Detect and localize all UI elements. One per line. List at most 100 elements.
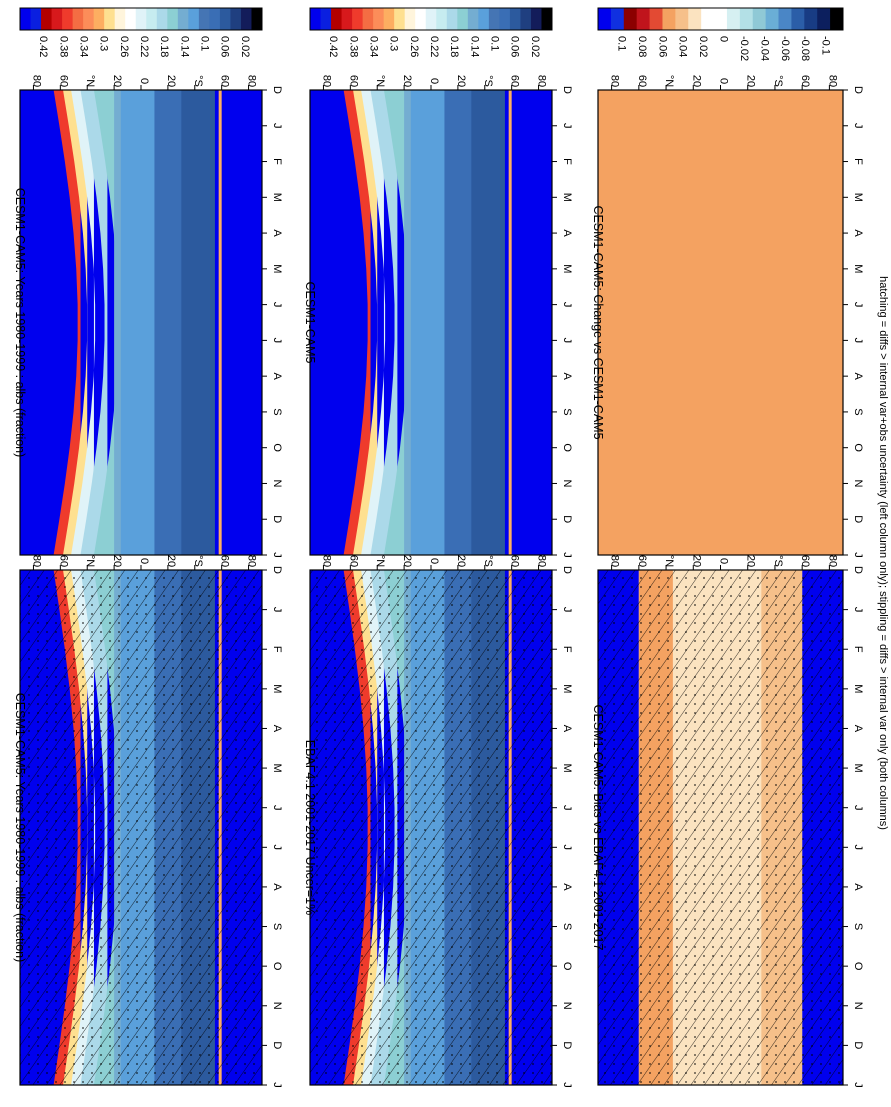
colorbar-cell: [41, 8, 53, 30]
colorbar-cell: [509, 8, 521, 30]
month-label: N: [561, 1002, 573, 1010]
colorbar-cell: [167, 8, 179, 30]
lat-label: 60: [57, 75, 69, 87]
lat-label: 80: [609, 75, 621, 87]
month-label: D: [852, 566, 864, 574]
colorbar-frame: [19, 7, 263, 31]
colorbar-cell: [83, 8, 95, 30]
lat-label: 60: [636, 75, 648, 87]
lat-label: 0: [138, 78, 150, 84]
lat-label: 60: [636, 555, 648, 567]
month-label: F: [271, 158, 283, 165]
lat-label: °N: [663, 75, 675, 87]
month-label: D: [271, 566, 283, 574]
colorbar-cell: [778, 8, 792, 30]
lat-label: 80: [246, 75, 258, 87]
colorbar: 0.42 0.38 0.34 0.3 0.26 0.22 0.18 0.14 0.1 0.06 0.…: [309, 7, 553, 57]
month-label: M: [271, 684, 283, 693]
colorbar-cell: [125, 8, 137, 30]
lat-label: 20: [690, 75, 702, 87]
month-label: M: [561, 264, 573, 273]
month-label: M: [561, 763, 573, 772]
month-label: J: [561, 607, 573, 613]
colorbar-label: 0.14: [178, 36, 190, 57]
lat-label: 80: [609, 555, 621, 567]
colorbar-cell: [520, 8, 532, 30]
month-label: J: [561, 123, 573, 128]
month-label: D: [271, 1041, 283, 1049]
colorbar-label: 0.04: [677, 36, 689, 57]
panel-title: CESM1-CAM5: [303, 282, 317, 364]
colorbar-label: 0.38: [57, 36, 69, 57]
lat-label: 60: [347, 75, 359, 87]
lat-label: 20: [455, 75, 467, 87]
colorbar-cell: [320, 8, 332, 30]
colorbar-cell: [198, 8, 210, 30]
colorbar-label: 0.18: [448, 36, 460, 57]
colorbar-cell: [104, 8, 116, 30]
month-label: N: [271, 479, 283, 487]
colorbar-cell: [478, 8, 490, 30]
colorbar-label: 0.06: [509, 36, 521, 57]
panel-title: EBAF4.1 2001-2017 Uncer=1%: [303, 740, 317, 915]
colorbar-cell: [726, 8, 741, 30]
colorbar-frame: [309, 7, 553, 31]
colorbar-cell: [425, 8, 437, 30]
month-label: M: [561, 193, 573, 202]
colorbar-label: -0.06: [779, 36, 791, 61]
contour-band: [63, 90, 88, 555]
lat-label: 20: [165, 75, 177, 87]
colorbar-cell: [752, 8, 767, 30]
lat-label: 80: [320, 555, 332, 567]
colorbar-label: 0.06: [656, 36, 668, 57]
colorbar-cell: [541, 8, 553, 30]
colorbar-cell: [394, 8, 406, 30]
colorbar-cell: [114, 8, 126, 30]
lat-label: 80: [320, 75, 332, 87]
colorbar-label: 0.26: [408, 36, 420, 57]
month-label: J: [561, 1082, 573, 1088]
colorbar-cell: [219, 8, 231, 30]
contour-band: [343, 90, 371, 555]
colorbar: 0.42 0.38 0.34 0.3 0.26 0.22 0.18 0.14 0.1 0.06 0.…: [19, 7, 263, 57]
colorbar-label: 0.26: [118, 36, 130, 57]
colorbar-label: 0.1: [489, 36, 501, 51]
month-label: M: [852, 264, 864, 273]
month-label: O: [561, 962, 573, 971]
colorbar-cell: [230, 8, 242, 30]
panel-title: CESM1-CAM5: Years 1980-1999 : albs (frac…: [13, 188, 27, 458]
month-label: J: [852, 845, 864, 851]
month-label: M: [852, 763, 864, 772]
lat-label: 80: [30, 75, 42, 87]
lat-label: 20: [165, 555, 177, 567]
colorbar-label: 0.42: [327, 36, 339, 57]
colorbar-cell: [362, 8, 374, 30]
colorbar-cell: [404, 8, 416, 30]
colorbar-cell: [457, 8, 469, 30]
colorbar-cell: [623, 8, 638, 30]
lat-label: 60: [509, 555, 521, 567]
panel-2: D J F M A M J J A S O N D J 80 60 °N 20 0 20 °S 60 80 EBAF4.1 2…: [303, 487, 573, 1088]
month-label: A: [852, 372, 864, 380]
colorbar-label: 0.02: [239, 36, 251, 57]
month-label: J: [852, 338, 864, 344]
month-label: A: [561, 883, 573, 891]
contour-band: [120, 90, 162, 555]
month-label: D: [271, 515, 283, 523]
month-label: J: [271, 338, 283, 344]
month-label: D: [852, 86, 864, 94]
contour-band: [471, 90, 505, 555]
month-label: N: [852, 479, 864, 487]
lat-label: 0: [718, 78, 730, 84]
month-label: J: [271, 845, 283, 851]
month-label: J: [561, 302, 573, 308]
month-label: M: [271, 193, 283, 202]
colorbar-label: 0.3: [98, 36, 110, 51]
month-label: A: [561, 725, 573, 733]
colorbar-cell: [714, 8, 728, 30]
colorbar-cell: [373, 8, 385, 30]
month-label: J: [852, 552, 864, 558]
panel-title: CESM1-CAM5: Change vs CESM1-CAM5: [591, 205, 605, 439]
colorbar-label: 0.1: [199, 36, 211, 51]
stippling-overlay: [310, 570, 552, 1085]
